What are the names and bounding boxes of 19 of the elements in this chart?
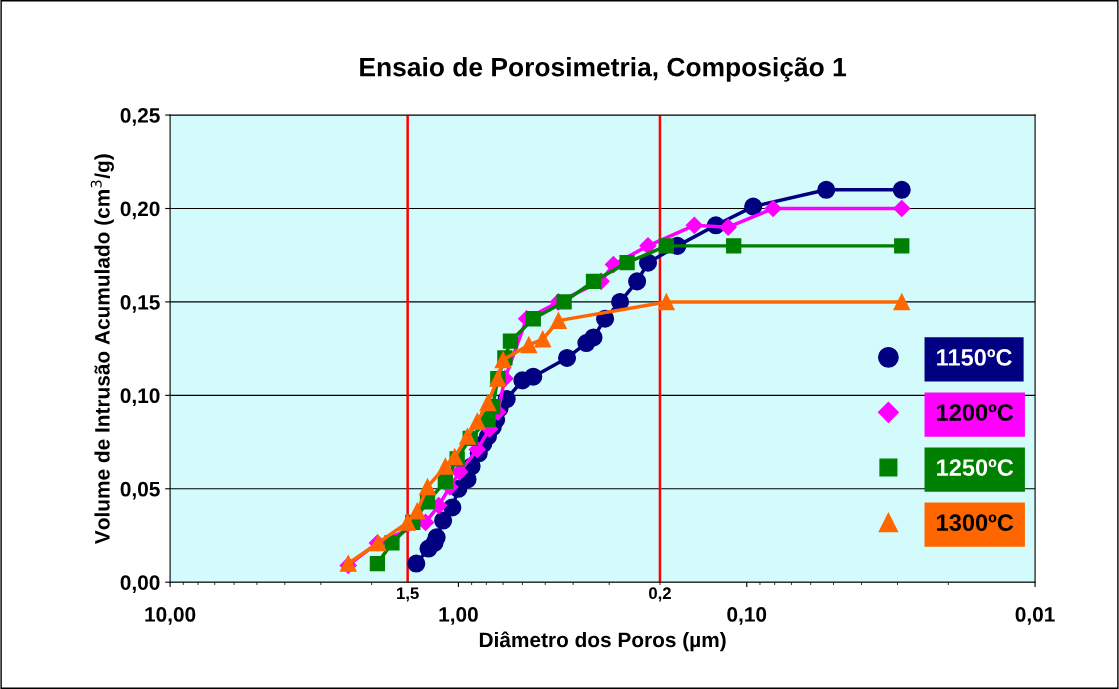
- y-tick-label: 0,10: [120, 388, 160, 407]
- legend-label: 1250ºC: [937, 459, 1014, 476]
- x-tick-label: 10,00: [145, 607, 196, 625]
- legend-label: 1150ºC: [937, 349, 1012, 366]
- y-tick-label: 0,05: [120, 481, 160, 500]
- y-tick-label: 0,15: [120, 294, 160, 313]
- ref-line-label: 0,2: [649, 587, 671, 602]
- y-tick-label: 0,20: [120, 201, 160, 220]
- x-tick-label: 1,00: [439, 607, 478, 625]
- chart-title: Ensaio de Porosimetria, Composição 1: [360, 57, 847, 82]
- legend-label: 1200ºC: [937, 404, 1014, 421]
- legend-label: 1300ºC: [937, 514, 1014, 532]
- y-tick-label: 0,00: [120, 575, 160, 593]
- ref-line-label: 1,5: [397, 587, 419, 602]
- x-axis-title: Diâmetro dos Poros (µm): [479, 631, 726, 652]
- x-tick-label: 0,01: [1015, 607, 1055, 625]
- y-axis-title: Volume de Intrusão Acumulado (cm$^{3}$/g): [90, 154, 114, 545]
- x-tick-label: 0,10: [727, 607, 767, 625]
- y-tick-label: 0,25: [120, 108, 160, 126]
